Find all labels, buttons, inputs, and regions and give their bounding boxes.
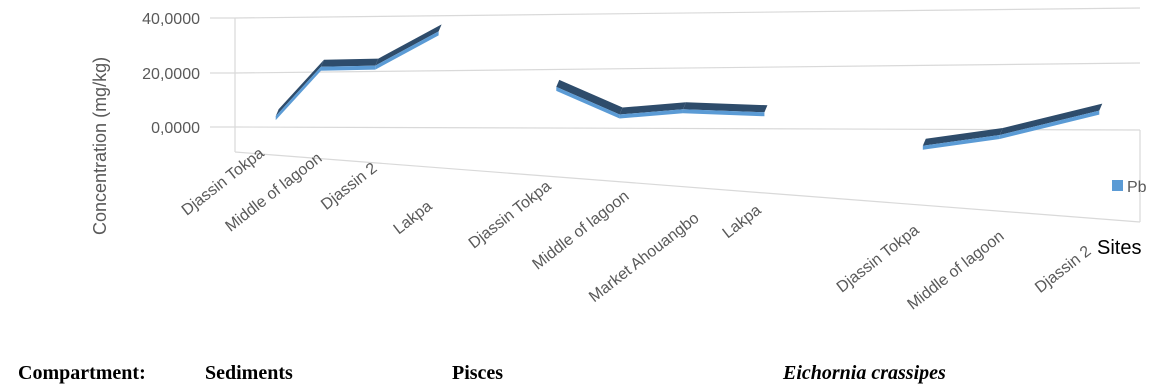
compartment-eichornia: Eichornia crassipes <box>783 362 946 384</box>
pb-ribbon-front <box>320 65 376 71</box>
category-label: Lakpa <box>720 202 765 242</box>
y-tick-label: 40,0000 <box>142 11 200 28</box>
compartment-label: Compartment: <box>18 362 146 384</box>
legend-swatch-pb <box>1112 180 1123 191</box>
category-label: Market Ahouangbo <box>586 210 702 306</box>
pb-ribbon-front <box>682 109 765 117</box>
pb-ribbon-front <box>999 110 1100 140</box>
gridline <box>234 62 1141 74</box>
y-tick-labels: 0,0000 20,0000 40,0000 <box>142 11 200 137</box>
legend-label-pb: Pb <box>1127 179 1147 196</box>
compartment-sediments: Sediments <box>205 362 293 384</box>
pb-ribbon-front <box>922 135 1000 150</box>
category-label: Lakpa <box>391 198 436 238</box>
gridline <box>234 7 1141 19</box>
pb-ribbon-front <box>556 86 620 119</box>
pb-ribbon-front <box>619 109 683 119</box>
pb-ribbon-front <box>275 66 321 121</box>
floor-edge <box>234 151 1141 223</box>
compartment-pisces: Pisces <box>452 362 504 384</box>
y-axis-title: Concentration (mg/kg) <box>90 57 110 235</box>
gridlines <box>210 7 1141 223</box>
pb-ribbon-top <box>999 103 1103 136</box>
category-label: Middle of lagoon <box>904 228 1007 314</box>
pb-ribbon-top <box>320 58 379 67</box>
pb-ribbon-top <box>682 102 768 113</box>
pb-ribbon-top <box>375 24 442 66</box>
x-axis-title: Sites <box>1097 237 1141 259</box>
category-label: Djassin Tokpa <box>834 222 923 297</box>
category-label: Djassin 2 <box>1032 243 1094 297</box>
pb-ribbon-top <box>619 102 686 115</box>
pb-ribbon-front <box>375 31 439 70</box>
pb-ribbon-top <box>556 79 623 115</box>
pb-ribbon-top <box>275 59 324 117</box>
y-tick-label: 0,0000 <box>151 120 200 137</box>
gridline <box>234 126 1141 131</box>
category-label: Djassin 2 <box>318 160 380 214</box>
pb-series <box>275 24 1103 150</box>
pb-ribbon-top <box>922 128 1003 146</box>
y-tick-label: 20,0000 <box>142 66 200 83</box>
category-label: Middle of lagoon <box>529 188 632 274</box>
category-label: Djassin Tokpa <box>466 178 555 253</box>
